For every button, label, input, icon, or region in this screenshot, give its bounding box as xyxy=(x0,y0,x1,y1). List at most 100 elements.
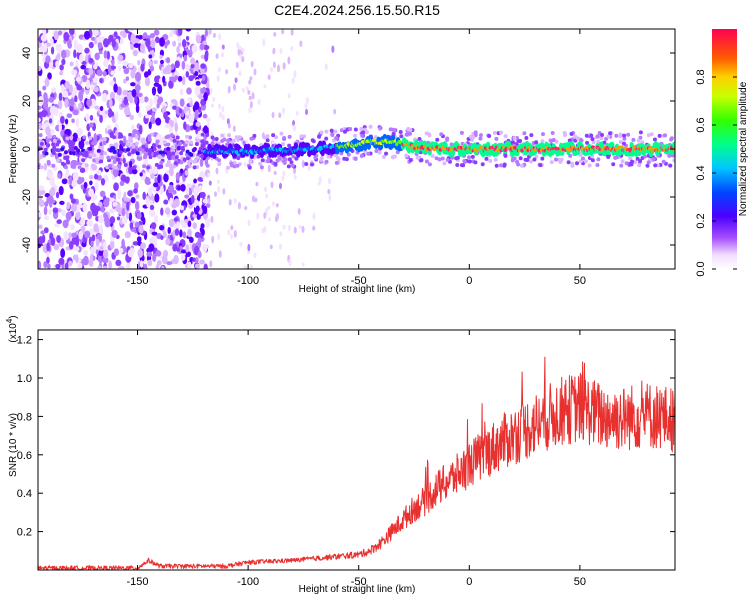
snr-x-tick-label: -50 xyxy=(351,576,367,588)
noise-cell xyxy=(241,47,245,53)
band-cell xyxy=(585,140,590,145)
noise-cell xyxy=(236,42,240,49)
noise-cell xyxy=(239,53,243,59)
band-cell xyxy=(377,150,382,155)
noise-cell xyxy=(301,262,305,267)
band-cell xyxy=(66,160,71,165)
noise-cell xyxy=(59,70,64,76)
band-cell xyxy=(231,138,236,143)
noise-cell xyxy=(239,241,243,247)
band-cell xyxy=(424,131,429,136)
noise-cell xyxy=(75,76,82,82)
noise-cell xyxy=(125,110,131,115)
noise-cell xyxy=(238,70,242,77)
noise-cell xyxy=(109,208,114,214)
band-cell xyxy=(522,131,527,136)
noise-cell xyxy=(86,220,90,226)
noise-cell xyxy=(172,40,177,47)
band-cell xyxy=(317,134,322,139)
noise-cell xyxy=(107,64,112,74)
noise-cell xyxy=(290,45,294,52)
noise-cell xyxy=(167,184,175,194)
band-cell xyxy=(205,163,210,168)
band-cell xyxy=(147,134,152,139)
noise-cell xyxy=(228,199,232,206)
noise-cell xyxy=(145,197,150,208)
noise-cell xyxy=(47,195,54,204)
band-cell xyxy=(266,159,271,164)
band-cell xyxy=(166,160,171,165)
noise-cell xyxy=(194,101,200,110)
noise-cell xyxy=(159,54,163,60)
noise-cell xyxy=(279,48,283,55)
noise-cell xyxy=(267,164,271,173)
noise-cell xyxy=(109,216,116,224)
noise-cell xyxy=(69,193,74,200)
band-cell xyxy=(77,165,82,170)
band-cell xyxy=(512,136,517,141)
noise-cell xyxy=(96,36,103,43)
noise-cell xyxy=(121,238,125,249)
noise-cell xyxy=(79,167,86,174)
band-cell xyxy=(173,161,178,166)
noise-cell xyxy=(140,242,146,250)
noise-cell xyxy=(38,224,43,230)
band-cell xyxy=(353,133,358,138)
band-cell xyxy=(573,138,578,143)
band-cell xyxy=(265,134,270,139)
band-cell xyxy=(619,163,624,168)
noise-cell xyxy=(247,219,251,227)
noise-cell xyxy=(88,174,94,180)
band-cell xyxy=(368,124,373,129)
band-cell xyxy=(362,127,367,132)
noise-cell xyxy=(216,74,220,82)
noise-cell xyxy=(109,111,115,117)
band-cell xyxy=(164,135,169,140)
band-cell xyxy=(55,158,60,163)
noise-cell xyxy=(208,180,212,186)
band-cell xyxy=(434,156,439,161)
noise-cell xyxy=(192,222,198,230)
band-cell xyxy=(554,139,559,144)
noise-cell xyxy=(176,46,180,54)
band-cell xyxy=(671,153,675,158)
noise-cell xyxy=(152,165,159,175)
band-cell xyxy=(645,163,650,168)
band-cell xyxy=(262,135,267,140)
noise-cell xyxy=(142,191,146,200)
chart-title: C2E4.2024.256.15.50.R15 xyxy=(274,2,440,18)
noise-cell xyxy=(123,67,130,75)
band-cell xyxy=(622,133,627,138)
noise-cell xyxy=(157,174,161,184)
band-cell xyxy=(205,132,210,137)
band-cell xyxy=(273,161,278,166)
band-cell xyxy=(131,133,136,138)
band-cell xyxy=(134,135,139,140)
noise-cell xyxy=(159,37,165,47)
noise-cell xyxy=(165,65,169,75)
noise-cell xyxy=(232,125,236,132)
noise-cell xyxy=(188,49,193,58)
noise-cell xyxy=(185,251,192,258)
noise-cell xyxy=(98,249,105,257)
noise-cell xyxy=(80,64,87,70)
noise-cell xyxy=(116,94,121,100)
noise-cell xyxy=(99,105,104,112)
noise-cell xyxy=(202,125,209,135)
noise-cell xyxy=(110,239,115,250)
noise-cell xyxy=(227,229,231,236)
noise-cell xyxy=(197,176,203,182)
noise-cell xyxy=(111,229,118,238)
band-cell xyxy=(182,157,187,162)
band-cell xyxy=(359,126,364,131)
noise-cell xyxy=(83,249,88,256)
band-cell xyxy=(550,130,555,135)
band-cell xyxy=(360,133,365,138)
ridge-cell xyxy=(366,142,372,150)
noise-cell xyxy=(174,60,180,69)
noise-cell xyxy=(263,225,267,233)
noise-cell xyxy=(192,213,198,218)
noise-cell xyxy=(187,261,192,269)
noise-cell xyxy=(48,118,53,124)
band-cell xyxy=(529,133,534,138)
